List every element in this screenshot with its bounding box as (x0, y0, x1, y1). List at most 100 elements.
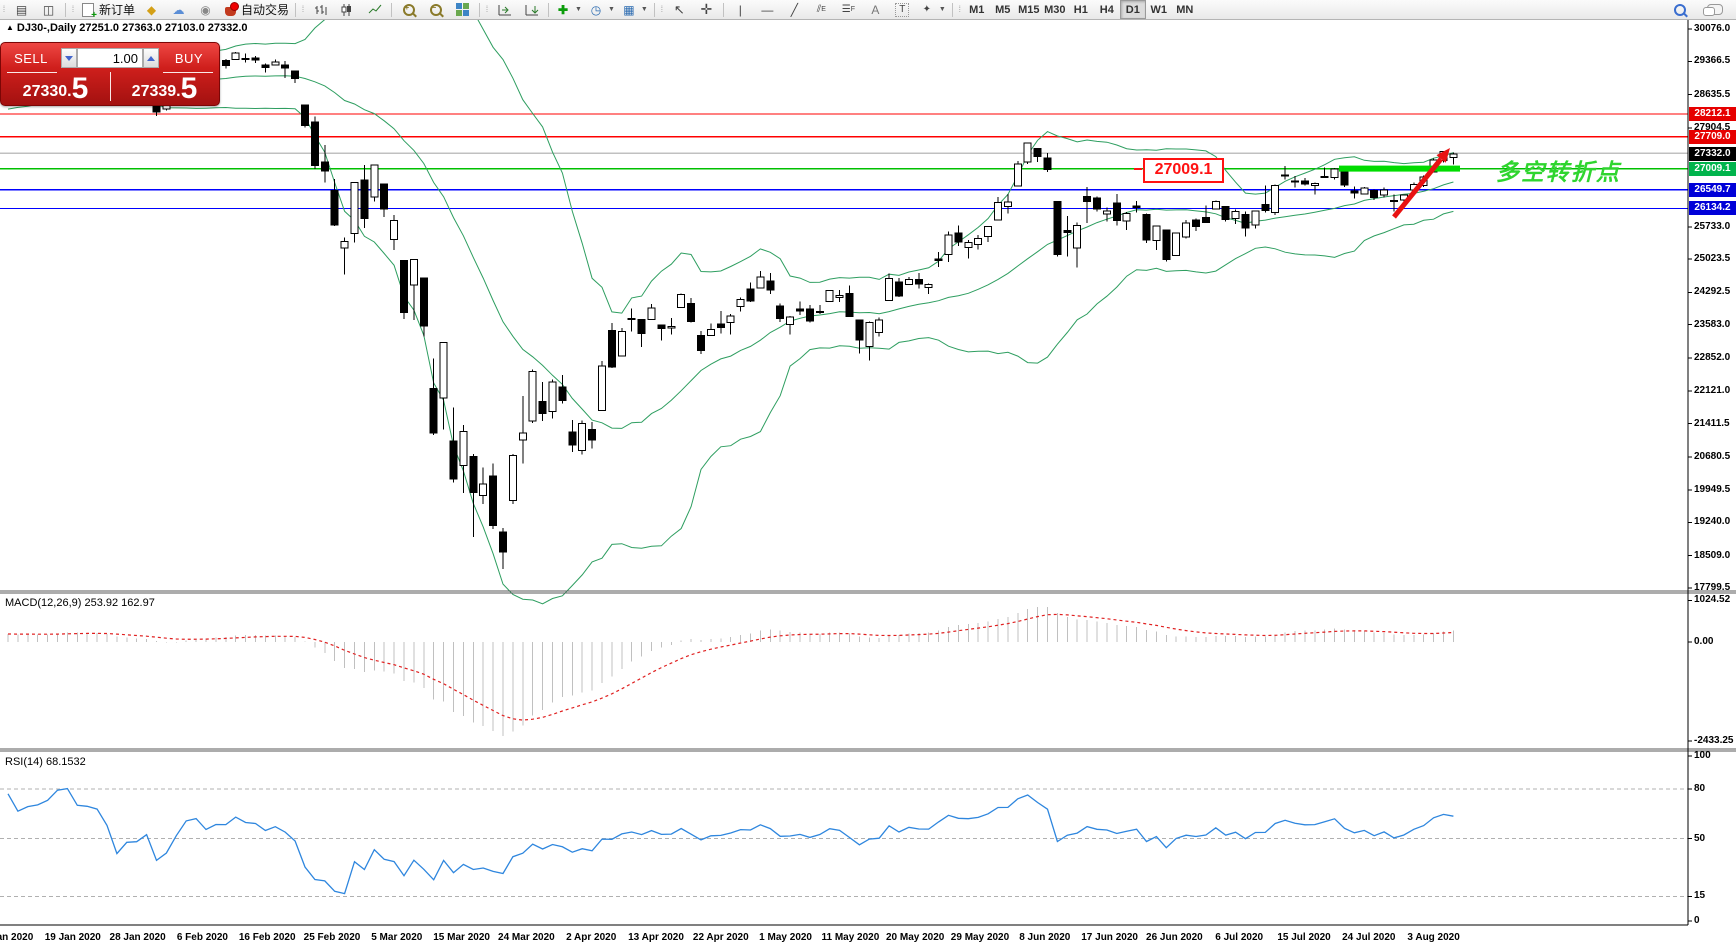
templates-button[interactable]: ▦ ▼ (618, 0, 651, 19)
price-tick-label: 27904.5 (1694, 121, 1731, 133)
price-box: 27709.0 (1689, 129, 1736, 144)
fibonacci-button[interactable]: ☰ F (835, 0, 862, 19)
chevron-down-icon: ▼ (938, 6, 946, 13)
algo-trading-button[interactable]: 自动交易 (219, 0, 292, 19)
community-chat-button[interactable] (1701, 0, 1728, 19)
toolbar-grip[interactable]: ⁞ (485, 4, 489, 14)
date-label: 2 Apr 2020 (566, 932, 617, 943)
price-box: 28212.1 (1689, 106, 1736, 121)
channel-button[interactable]: ⫽ E (808, 0, 835, 19)
timeframe-m30-button[interactable]: M30 (1044, 3, 1066, 16)
buy-button[interactable]: BUY (174, 50, 204, 66)
chart-symbol-info[interactable]: ▲ DJ30-,Daily 27251.0 27363.0 27103.0 273… (6, 22, 248, 34)
timeframe-m15-button[interactable]: M15 (1018, 3, 1040, 16)
price-tick-label: 18509.0 (1694, 549, 1731, 561)
date-label: 20 May 2020 (885, 932, 945, 943)
macd-tick-label: -2433.25 (1694, 734, 1734, 746)
separator (548, 2, 550, 17)
trendline-button[interactable]: ╱ (781, 0, 808, 19)
crosshair-button[interactable]: ✛ (693, 0, 720, 19)
text-button[interactable]: A (862, 0, 889, 19)
date-label: 15 Jul 2020 (1277, 932, 1331, 943)
auto-scroll-icon (525, 4, 538, 15)
price-callout-label[interactable]: 27009.1 (1134, 158, 1224, 183)
turning-point-annotation[interactable]: 多空转折点 (1496, 159, 1621, 186)
cursor-button[interactable]: ↖ (666, 0, 693, 19)
new-order-button[interactable]: + 新订单 (77, 0, 138, 20)
indicators-button[interactable]: ✚ ▼ (552, 0, 585, 19)
date-label: 11 May 2020 (821, 932, 880, 943)
equidistant-channel-icon: ⫽ E (816, 4, 826, 15)
timeframe-w1-button[interactable]: W1 (1150, 3, 1168, 16)
date-label: 6 Jul 2020 (1215, 932, 1264, 943)
periods-button[interactable]: ◷ ▼ (585, 0, 618, 19)
charts-window-button[interactable]: ▤ (8, 0, 35, 19)
timeframe-group: M1 M5 M15 M30 H1 H4 D1 W1 MN (964, 0, 1198, 19)
market-button[interactable]: ☁ (165, 0, 192, 19)
price-tick-label: 25733.0 (1694, 220, 1731, 232)
bar-chart-button[interactable] (307, 0, 334, 19)
timeframe-h1-button[interactable]: H1 (1073, 3, 1088, 16)
timeframe-h4-button[interactable]: H4 (1099, 3, 1114, 16)
separator (295, 2, 297, 17)
tile-windows-button[interactable] (449, 0, 476, 19)
date-label: 24 Mar 2020 (498, 932, 555, 943)
date-label: 15 Mar 2020 (433, 932, 490, 943)
sell-price[interactable]: 27330. 5 (22, 72, 89, 105)
price-box: 26549.7 (1689, 182, 1736, 197)
search-button[interactable] (1666, 0, 1693, 19)
toolbar-grip[interactable]: ⁞ (2, 4, 6, 14)
buy-price[interactable]: 27339. 5 (131, 72, 198, 105)
cursor-icon: ↖ (673, 1, 685, 17)
separator (722, 2, 724, 17)
horizontal-line-button[interactable]: — (754, 0, 781, 19)
volume-increase-button[interactable] (143, 48, 159, 68)
toolbar-grip[interactable]: ⁞ (71, 4, 75, 14)
text-label-button[interactable]: T (889, 0, 916, 19)
chat-icon (1702, 4, 1723, 16)
toolbar-grip[interactable]: ⁞ (958, 4, 962, 14)
timeframe-m5-button[interactable]: M5 (995, 3, 1011, 16)
line-chart-button[interactable] (361, 0, 388, 19)
toolbar: ⁞ ▤ ◫ ⁞ + 新订单 ◆ ☁ ◉ 自动交易 ⁞ + − ⁞ ✚ ▼ ◷ ▼ ▦… (0, 0, 1736, 20)
toolbar-grip[interactable]: ⁞ (301, 4, 305, 14)
horizontal-level-lines[interactable] (0, 113, 1688, 210)
chevron-down-icon: ▼ (575, 6, 582, 13)
separator (65, 2, 66, 17)
zoom-out-button[interactable]: − (422, 0, 449, 19)
arrows-button[interactable]: ✦ ▼ (916, 0, 949, 19)
price-box: 26134.2 (1689, 201, 1736, 216)
zoom-in-button[interactable]: + (395, 0, 422, 19)
price-tick-label: 28635.5 (1694, 88, 1731, 100)
buy-underline (163, 72, 213, 73)
rsi-tick-label: 50 (1694, 832, 1706, 844)
indicators-icon: ✚ (558, 2, 569, 17)
chevron-down-icon: ▼ (607, 6, 615, 13)
timeframe-m1-button[interactable]: M1 (969, 3, 985, 16)
toolbar-grip[interactable]: ⁞ (660, 4, 664, 14)
auto-scroll-button[interactable] (518, 0, 545, 19)
rsi-tick-label: 0 (1694, 915, 1700, 926)
macd-indicator-label: MACD(12,26,9) 253.92 162.97 (5, 597, 155, 609)
trend-arrow[interactable] (1392, 148, 1450, 219)
volume-input[interactable] (77, 48, 143, 68)
candlestick-chart-icon (341, 3, 351, 16)
signals-button[interactable]: ◉ (192, 0, 219, 19)
timeframe-d1-button[interactable]: D1 (1119, 0, 1146, 19)
timeframe-mn-button[interactable]: MN (1176, 3, 1194, 16)
profiles-button[interactable]: ◫ (35, 0, 62, 19)
date-label: 8 Jun 2020 (1019, 932, 1071, 943)
support-highlight-bar[interactable] (1339, 165, 1460, 172)
volume-decrease-button[interactable] (61, 48, 77, 68)
candlestick-chart-button[interactable] (334, 0, 361, 19)
date-label: 13 Apr 2020 (628, 932, 684, 943)
metaeditor-button[interactable]: ◆ (138, 0, 165, 19)
triangle-down-icon (65, 55, 73, 61)
sell-button[interactable]: SELL (14, 50, 48, 66)
vertical-line-button[interactable]: | (727, 0, 754, 19)
date-label: 26 Jun 2020 (1146, 932, 1203, 943)
line-chart-icon (368, 4, 381, 13)
chart-shift-button[interactable] (491, 0, 518, 19)
panel-divider (110, 72, 111, 101)
